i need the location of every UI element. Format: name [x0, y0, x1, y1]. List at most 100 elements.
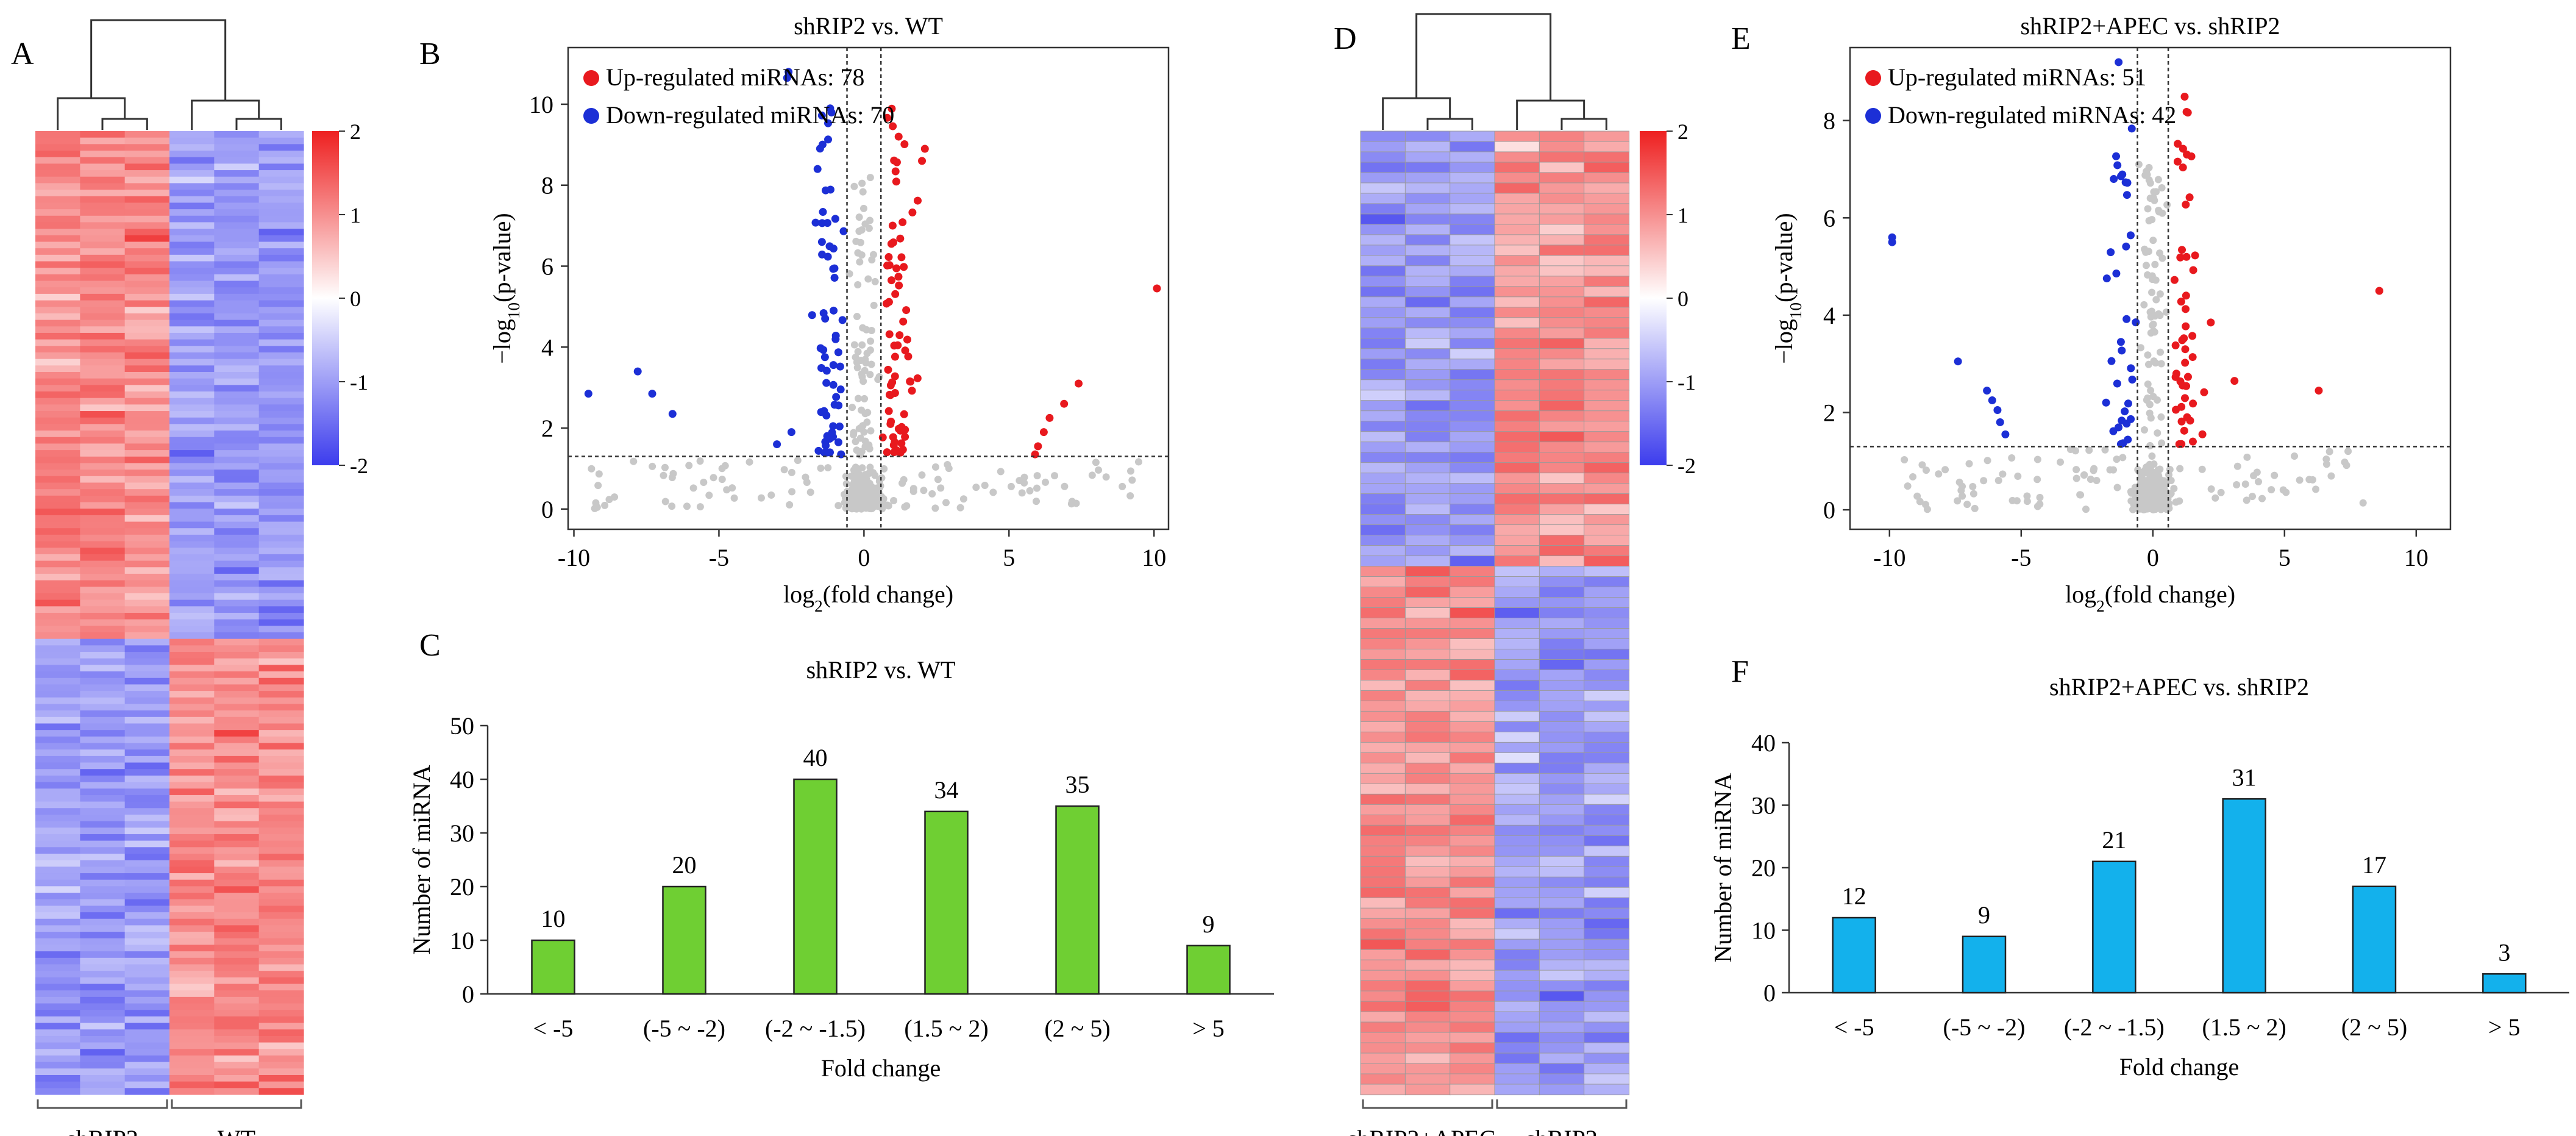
- heatmap-cell: [258, 190, 304, 197]
- heatmap-cell: [80, 964, 126, 971]
- heatmap-cell: [124, 808, 170, 815]
- point-not-significant: [1092, 459, 1100, 466]
- point-not-significant: [2163, 201, 2171, 209]
- heatmap-cell: [1450, 255, 1496, 266]
- point-not-significant: [2146, 179, 2154, 187]
- point-not-significant: [1051, 472, 1059, 480]
- heatmap-cell: [1450, 172, 1496, 184]
- heatmap-cell: [1360, 193, 1406, 205]
- heatmap-cell: [1494, 452, 1540, 463]
- heatmap-cell: [169, 183, 215, 190]
- point-down-regulated: [2124, 399, 2132, 408]
- heatmap-cell: [35, 957, 80, 965]
- heatmap-cell: [1494, 648, 1540, 660]
- heatmap-cell: [1360, 938, 1406, 951]
- heatmap-cell: [258, 749, 304, 757]
- heatmap-cell: [214, 163, 260, 171]
- heatmap-cell: [35, 229, 80, 236]
- heatmap-cell: [1494, 721, 1540, 733]
- point-not-significant: [1980, 477, 1988, 485]
- heatmap-cell: [80, 456, 126, 464]
- heatmap-cell: [35, 1068, 80, 1076]
- legend-marker-down: [583, 108, 599, 124]
- heatmap-cell: [258, 756, 304, 763]
- heatmap-cell: [214, 1068, 260, 1076]
- heatmap-cell: [124, 788, 170, 796]
- heatmap-cell: [35, 437, 80, 445]
- heatmap-cell: [80, 573, 126, 581]
- point-not-significant: [989, 488, 997, 496]
- heatmap-cell: [1539, 566, 1585, 577]
- heatmap-cell: [35, 977, 80, 985]
- point-up-regulated: [1045, 413, 1054, 422]
- y-tick-label: 4: [541, 334, 553, 361]
- heatmap-cell: [214, 1049, 260, 1056]
- heatmap-cell: [258, 964, 304, 971]
- heatmap-cell: [35, 756, 80, 763]
- heatmap-cell: [80, 593, 126, 601]
- heatmap-cell: [1404, 265, 1451, 277]
- heatmap-cell: [1404, 327, 1451, 339]
- heatmap-cell: [80, 1016, 126, 1024]
- point-down-regulated: [1983, 387, 1991, 395]
- heatmap-cell: [214, 775, 260, 783]
- heatmap-cell: [124, 534, 170, 542]
- heatmap-cell: [124, 235, 170, 243]
- heatmap-cell: [214, 671, 260, 679]
- heatmap-cell: [1360, 162, 1406, 174]
- point-not-significant: [2146, 441, 2154, 449]
- point-down-regulated: [824, 119, 833, 127]
- heatmap-cell: [80, 300, 126, 307]
- heatmap-cell: [124, 359, 170, 366]
- heatmap-cell: [80, 332, 126, 340]
- heatmap-cell: [1404, 151, 1451, 163]
- heatmap-cell: [169, 476, 215, 484]
- heatmap-cell: [80, 854, 126, 861]
- heatmap-cell: [80, 209, 126, 216]
- heatmap-cell: [258, 385, 304, 392]
- heatmap-cell: [258, 1023, 304, 1030]
- point-not-significant: [2148, 288, 2156, 296]
- heatmap-cell: [35, 359, 80, 366]
- panel-label-A: A: [11, 37, 34, 71]
- heatmap-cell: [124, 274, 170, 282]
- heatmap-cell: [1404, 514, 1451, 526]
- heatmap-cell: [1584, 431, 1630, 443]
- heatmap-cell: [1494, 617, 1540, 629]
- point-up-regulated: [2182, 291, 2190, 300]
- heatmap-cell: [169, 509, 215, 516]
- heatmap-cell: [169, 320, 215, 327]
- heatmap-cell: [169, 879, 215, 887]
- heatmap-cell: [1539, 617, 1585, 629]
- heatmap-cell: [1494, 845, 1540, 857]
- dendrogram-branch: [1415, 13, 1552, 101]
- heatmap-cell: [214, 587, 260, 594]
- heatmap-cell: [1539, 296, 1585, 308]
- point-not-significant: [605, 496, 613, 504]
- point-down-regulated: [829, 245, 838, 253]
- point-not-significant: [705, 491, 713, 499]
- heatmap-cell: [258, 925, 304, 932]
- heatmap-cell: [258, 320, 304, 327]
- legend-label-down: Down-regulated miRNAs: 70: [606, 101, 894, 129]
- heatmap-cell: [1450, 627, 1496, 640]
- heatmap-cell: [258, 697, 304, 705]
- heatmap-cell: [214, 190, 260, 197]
- heatmap-cell: [1360, 1021, 1406, 1034]
- heatmap-cell: [214, 202, 260, 210]
- heatmap-cell: [1404, 607, 1451, 619]
- heatmap-cell: [35, 378, 80, 385]
- heatmap-cell: [214, 847, 260, 854]
- point-not-significant: [850, 182, 858, 190]
- heatmap-cell: [1450, 824, 1496, 837]
- heatmap-cell: [1494, 483, 1540, 495]
- point-not-significant: [847, 472, 855, 480]
- heatmap-cell: [124, 906, 170, 913]
- heatmap-cell: [214, 710, 260, 718]
- heatmap-cell: [124, 847, 170, 854]
- point-not-significant: [1922, 466, 1930, 474]
- heatmap-cell: [1494, 1032, 1540, 1044]
- heatmap-cell: [1404, 918, 1451, 930]
- heatmap-cell: [1450, 856, 1496, 868]
- heatmap-cell: [1584, 483, 1630, 495]
